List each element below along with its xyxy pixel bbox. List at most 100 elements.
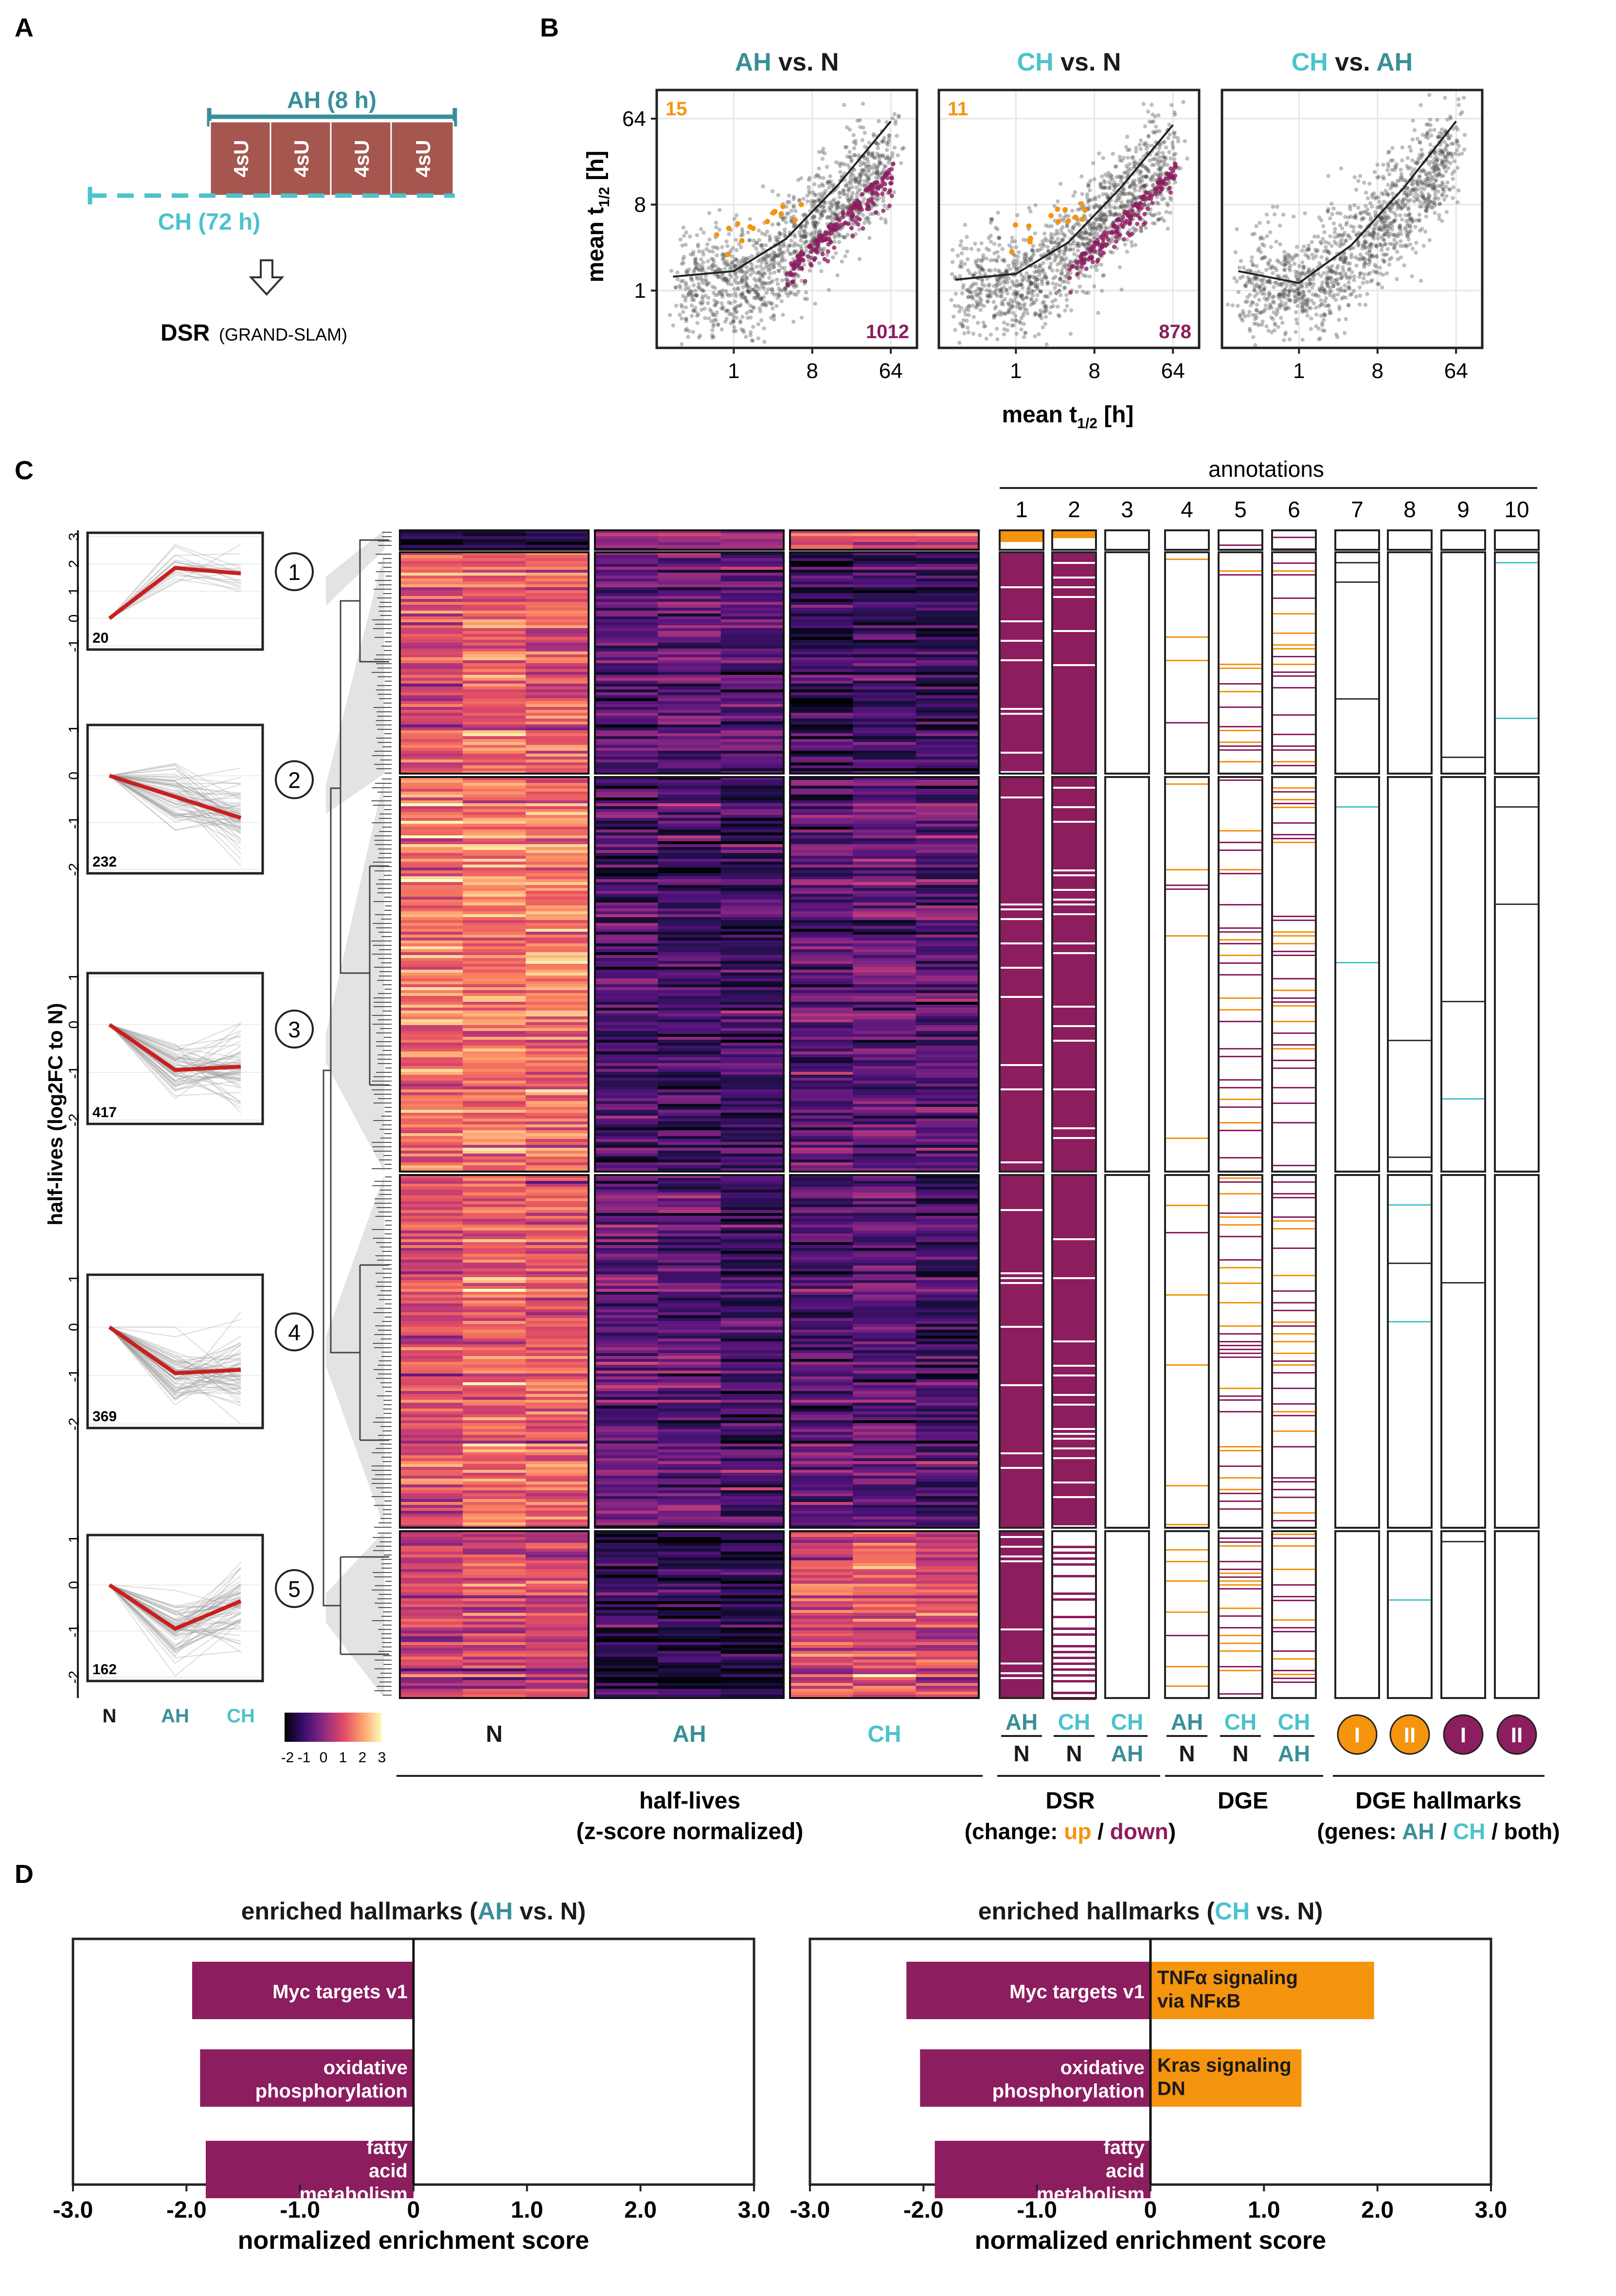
scatter-point xyxy=(776,253,780,258)
scatter-point xyxy=(722,275,727,280)
scatter-point xyxy=(1003,297,1007,302)
scatter-point xyxy=(767,253,772,258)
y-tick-label: -2 xyxy=(66,1418,82,1431)
scatter-point xyxy=(1437,217,1441,221)
scatter-point xyxy=(1400,217,1404,222)
scatter-point-down xyxy=(857,217,862,222)
scatter-point xyxy=(1043,304,1048,308)
scatter-point xyxy=(962,331,967,336)
scatter-point xyxy=(1252,288,1257,292)
scatter-point xyxy=(1390,227,1394,232)
scatter-point xyxy=(864,173,868,178)
scatter-point-down xyxy=(889,175,894,181)
scatter-point xyxy=(803,231,807,235)
scatter-point xyxy=(1403,178,1407,182)
scatter-point xyxy=(1363,240,1367,245)
scatter-point xyxy=(1405,224,1410,229)
scatter-point xyxy=(834,205,839,209)
scatter-point xyxy=(1078,207,1082,211)
scatter-point xyxy=(1381,175,1385,179)
scatter-point xyxy=(974,304,979,308)
scatter-point xyxy=(1462,133,1467,137)
scatter-point xyxy=(724,309,728,313)
scatter-point xyxy=(1381,163,1385,167)
scatter-point xyxy=(866,152,871,157)
scatter-point xyxy=(848,181,853,185)
scatter-point xyxy=(1330,264,1334,269)
scatter-point xyxy=(805,297,809,301)
scatter-point xyxy=(1271,271,1275,275)
scatter-point xyxy=(862,179,867,183)
scatter-point xyxy=(815,173,819,177)
scatter-point xyxy=(1009,245,1014,250)
scatter-point xyxy=(887,133,892,138)
scatter-point xyxy=(679,303,683,307)
scatter-point xyxy=(965,288,970,292)
scatter-point xyxy=(732,217,736,221)
scatter-point xyxy=(684,271,689,275)
scatter-point xyxy=(1362,276,1366,281)
scatter-point xyxy=(812,182,817,186)
scatter-point xyxy=(1243,300,1248,304)
scatter-point xyxy=(1421,196,1426,200)
scatter-point xyxy=(1134,149,1138,154)
scatter-point xyxy=(1019,316,1023,321)
scatter-point xyxy=(1297,264,1302,269)
scatter-point xyxy=(825,253,829,257)
scatter-point xyxy=(785,212,789,216)
scatter-point xyxy=(1023,252,1028,256)
scatter-point xyxy=(1255,264,1259,269)
scatter-point xyxy=(807,191,812,196)
scatter-point xyxy=(976,248,981,252)
scatter-point xyxy=(788,252,792,256)
scatter-point xyxy=(827,200,832,205)
scatter-point xyxy=(1395,206,1400,211)
scatter-point xyxy=(1024,307,1029,312)
scatter-point xyxy=(707,211,712,216)
scatter-point xyxy=(750,254,754,258)
scatter-point xyxy=(882,203,887,208)
scatter-point xyxy=(1346,261,1350,266)
scatter-point xyxy=(1148,158,1152,163)
scatter-point xyxy=(855,180,859,184)
scatter-point xyxy=(1346,303,1351,307)
scatter-point-down xyxy=(857,204,862,209)
scatter-point xyxy=(694,261,698,265)
scatter-point xyxy=(1037,272,1041,277)
scatter-point xyxy=(1151,182,1156,187)
scatter-point xyxy=(1117,193,1122,198)
scatter-point xyxy=(1152,163,1156,167)
scatter-point-down xyxy=(788,270,793,275)
scatter-point xyxy=(836,205,841,210)
scatter-point-down xyxy=(832,245,837,250)
scatter-point xyxy=(793,209,798,213)
scatter-point xyxy=(762,300,767,305)
scatter-point xyxy=(1302,293,1307,298)
scatter-point xyxy=(764,252,769,257)
scatter-point-down xyxy=(1089,256,1094,261)
scatter-point xyxy=(814,223,818,228)
scatter-point xyxy=(1075,289,1079,294)
scatter-point xyxy=(1116,212,1121,217)
scatter-point xyxy=(734,281,739,285)
scatter-point xyxy=(697,249,701,253)
scatter-point xyxy=(841,188,845,193)
scatter-point xyxy=(1309,327,1313,331)
scatter-point xyxy=(1449,142,1454,146)
scatter-point xyxy=(778,247,783,252)
scatter-point xyxy=(1164,210,1168,214)
scatter-point xyxy=(1015,279,1019,283)
scatter-point xyxy=(681,294,685,298)
scatter-point xyxy=(973,241,977,246)
scatter-point xyxy=(1358,285,1362,289)
scatter-point xyxy=(1025,311,1030,316)
scatter-point-down xyxy=(1117,233,1122,237)
scatter-point xyxy=(852,146,857,150)
cluster-id: 5 xyxy=(288,1576,301,1602)
scatter-point xyxy=(1448,161,1453,165)
scatter-point xyxy=(1354,294,1358,299)
scatter-point xyxy=(823,208,827,213)
scatter-point-up xyxy=(1082,207,1088,213)
scatter-point xyxy=(1372,170,1377,174)
scatter-point xyxy=(983,324,988,328)
